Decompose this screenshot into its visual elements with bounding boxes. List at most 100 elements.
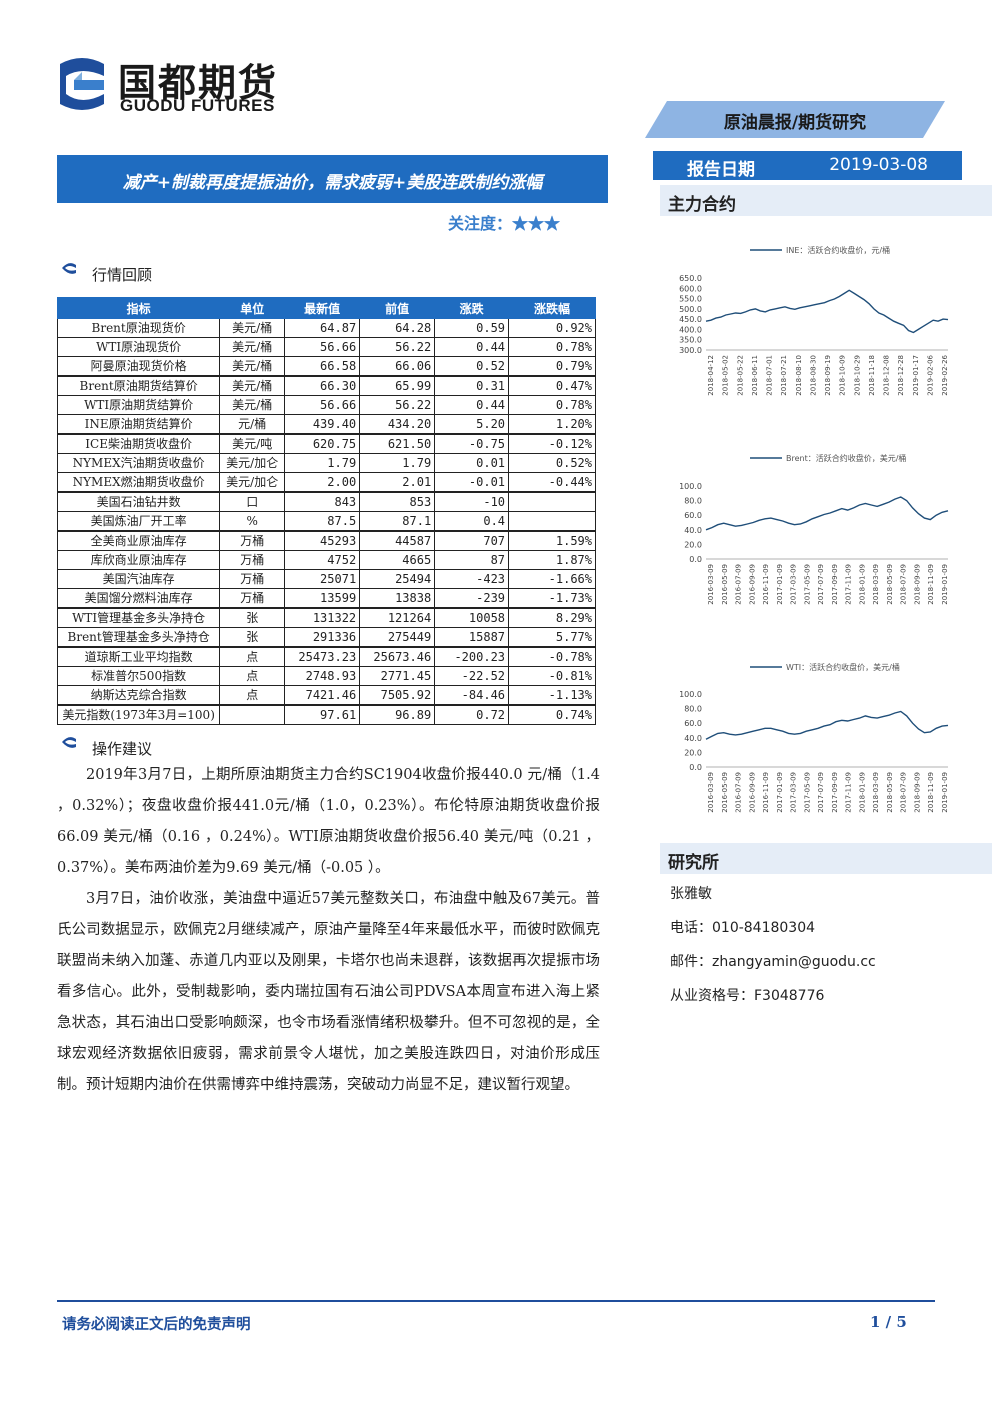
- section-bullet-icon: [62, 263, 76, 274]
- table-row: Brent原油现货价 美元/桶 64.87 64.28 0.59 0.92%: [56, 318, 596, 338]
- table-cell: 口: [219, 491, 286, 512]
- x-tick-label: 2017-09-09: [831, 772, 839, 813]
- table-cell: 2.01: [359, 472, 436, 493]
- x-tick-label: 2018-07-21: [780, 355, 788, 396]
- table-cell: 点: [219, 685, 286, 706]
- x-tick-label: 2018-12-28: [897, 355, 905, 396]
- table-cell: 97.61: [284, 704, 361, 725]
- advice-paragraph-1: 2019年3月7日，上期所原油期货主力合约SC1904收盘价报440.0 元/桶…: [57, 767, 600, 876]
- table-cell: 0.92%: [508, 318, 596, 338]
- focus-stars: ★★★: [512, 214, 561, 233]
- series-line: [705, 710, 949, 740]
- table-cell: 87.1: [359, 511, 436, 532]
- company-logo-mark: [60, 58, 104, 110]
- y-tick-label: 0.0: [689, 555, 702, 564]
- table-row: 全美商业原油库存 万桶 45293 44587 707 1.59%: [56, 530, 596, 551]
- y-tick-label: 650.0: [679, 274, 702, 283]
- table-cell: 库欣商业原油库存: [56, 550, 221, 570]
- table-header-cell: 单位: [219, 297, 286, 319]
- table-cell: 87: [434, 550, 510, 570]
- x-tick-label: 2016-03-09: [707, 564, 715, 605]
- x-tick-label: 2016-07-09: [735, 564, 743, 605]
- y-tick-label: 20.0: [684, 540, 702, 549]
- table-cell: 96.89: [359, 704, 436, 725]
- analyst-phone: 电话：010-84180304: [670, 920, 816, 936]
- x-tick-label: 2018-01-09: [858, 772, 866, 813]
- table-cell: WTI管理基金多头净持仓: [56, 607, 221, 628]
- table-row: 阿曼原油现货价格 美元/桶 66.58 66.06 0.52 0.79%: [56, 356, 596, 377]
- y-tick-label: 450.0: [679, 315, 702, 324]
- report-date-label: 报告日期: [687, 160, 755, 180]
- table-cell: 56.22: [359, 337, 436, 357]
- table-cell: 0.78%: [508, 395, 596, 415]
- analyst-name: 张雅敏: [670, 886, 712, 902]
- legend-label: WTI：活跃合约收盘价，美元/桶: [786, 662, 900, 672]
- x-tick-label: 2018-06-11: [751, 355, 759, 396]
- table-cell: 8.29%: [508, 607, 596, 628]
- table-row: WTI原油现货价 美元/桶 56.66 56.22 0.44 0.78%: [56, 337, 596, 357]
- table-cell: -0.01: [434, 472, 510, 493]
- x-tick-label: 2018-11-09: [927, 772, 935, 813]
- table-cell: 56.66: [284, 395, 361, 415]
- table-cell: 1.79: [284, 453, 361, 473]
- report-type-banner: 原油晨报/期货研究: [645, 101, 945, 138]
- table-cell: -0.75: [434, 433, 510, 454]
- x-tick-label: 2017-05-09: [803, 564, 811, 605]
- table-cell: 2771.45: [359, 666, 436, 686]
- x-tick-label: 2017-05-09: [803, 772, 811, 813]
- focus-rating: 关注度：★★★: [448, 210, 560, 234]
- table-cell: WTI原油期货结算价: [56, 395, 221, 415]
- table-cell: 美国炼油厂开工率: [56, 511, 221, 532]
- advice-text: 2019年3月7日，上期所原油期货主力合约SC1904收盘价报440.0 元/桶…: [57, 760, 600, 1101]
- x-tick-label: 2019-02-26: [941, 354, 949, 395]
- table-cell: 道琼斯工业平均指数: [56, 646, 221, 667]
- table-cell: 美国石油钻井数: [56, 491, 221, 512]
- table-cell: 万桶: [219, 588, 286, 609]
- table-cell: [508, 511, 596, 532]
- table-cell: 121264: [359, 607, 436, 628]
- report-title: 减产+制裁再度提振油价，需求疲弱+美股连跌制约涨幅: [122, 173, 543, 193]
- y-tick-label: 500.0: [679, 305, 702, 314]
- x-tick-label: 2018-07-01: [766, 355, 774, 396]
- report-date-value: 2019-03-08: [829, 155, 928, 175]
- y-tick-label: 80.0: [684, 497, 702, 506]
- table-cell: 张: [219, 607, 286, 628]
- table-row: 美国馏分燃料油库存 万桶 13599 13838 -239 -1.73%: [56, 588, 596, 609]
- table-row: NYMEX汽油期货收盘价 美元/加仑 1.79 1.79 0.01 0.52%: [56, 453, 596, 473]
- y-tick-label: 80.0: [684, 705, 702, 714]
- table-cell: 0.01: [434, 453, 510, 473]
- table-cell: -200.23: [434, 646, 510, 667]
- table-cell: 56.22: [359, 395, 436, 415]
- focus-label: 关注度：: [448, 214, 513, 233]
- x-tick-label: 2017-09-09: [831, 564, 839, 605]
- table-cell: NYMEX汽油期货收盘价: [56, 453, 221, 473]
- x-tick-label: 2018-09-09: [913, 564, 921, 605]
- table-cell: [508, 491, 596, 512]
- x-tick-label: 2018-12-08: [883, 355, 891, 396]
- table-cell: 张: [219, 627, 286, 648]
- table-cell: 65.99: [359, 375, 436, 396]
- x-tick-label: 2018-07-09: [900, 772, 908, 813]
- table-cell: 0.72: [434, 704, 510, 725]
- y-tick-label: 550.0: [679, 295, 702, 304]
- table-cell: 0.79%: [508, 356, 596, 377]
- table-cell: -84.46: [434, 685, 510, 706]
- x-tick-label: 2019-01-09: [941, 564, 949, 605]
- x-tick-label: 2016-09-09: [748, 564, 756, 605]
- footer-disclaimer: 请务必阅读正文后的免责声明: [62, 1316, 251, 1333]
- y-tick-label: 350.0: [679, 336, 702, 345]
- x-tick-label: 2019-01-09: [941, 772, 949, 813]
- table-cell: 1.20%: [508, 414, 596, 435]
- x-tick-label: 2016-07-09: [735, 772, 743, 813]
- analyst-email: 邮件：zhangyamin@guodu.cc: [670, 954, 876, 970]
- table-cell: 美元/加仑: [219, 453, 286, 473]
- table-header-cell: 涨跌幅: [508, 297, 596, 319]
- series-line: [705, 496, 949, 531]
- section-title-advice: 操作建议: [92, 740, 153, 758]
- page-number: 1 / 5: [870, 1313, 907, 1331]
- table-cell: 25494: [359, 569, 436, 589]
- x-tick-label: 2017-01-09: [776, 772, 784, 813]
- table-row: 美元指数(1973年3月=100) 97.61 96.89 0.72 0.74%: [56, 704, 596, 725]
- table-cell: 美元指数(1973年3月=100): [56, 704, 221, 725]
